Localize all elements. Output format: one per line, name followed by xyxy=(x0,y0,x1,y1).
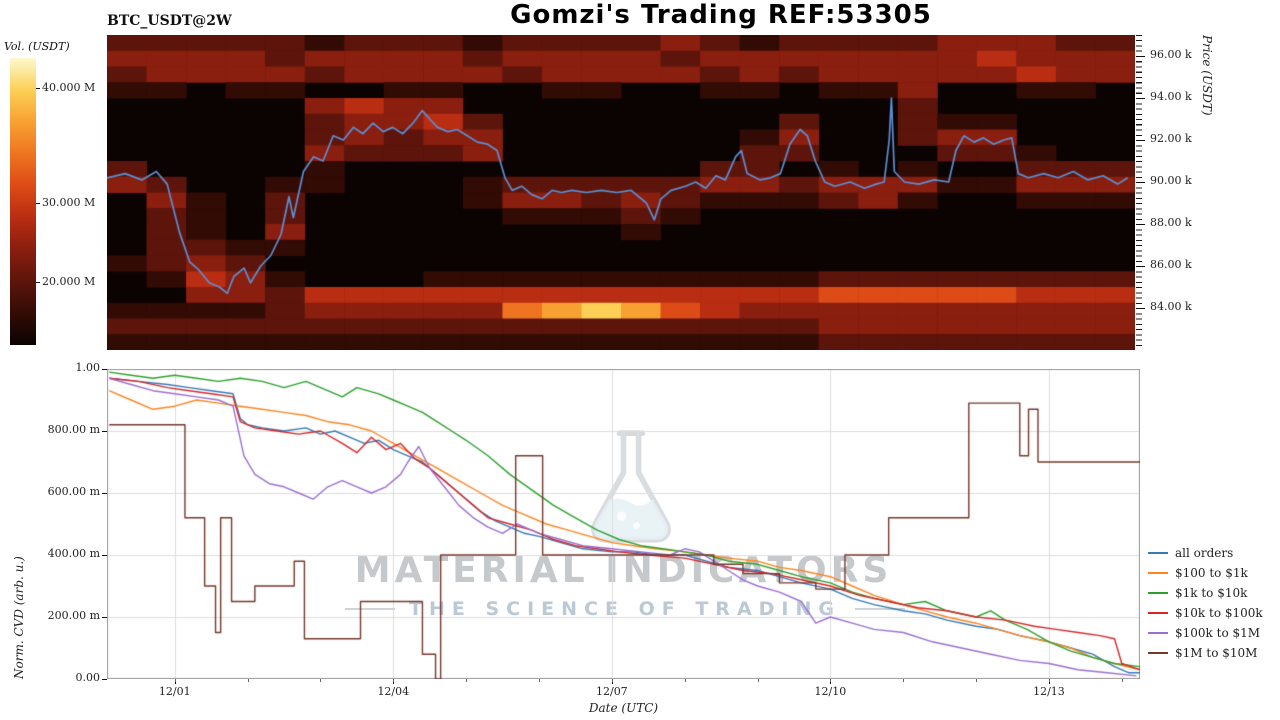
legend-item-4[interactable]: $100k to $1M xyxy=(1148,624,1263,641)
colorbar-axis-label: Vol. (USDT) xyxy=(4,40,70,53)
price-tick-mark xyxy=(1136,140,1145,141)
cvd-y-axis-label: Norm. CVD (arb. u.) xyxy=(12,556,26,679)
cvd-xtick-minor xyxy=(757,679,759,682)
price-tick-label: 84.00 k xyxy=(1150,300,1192,313)
legend-item-2[interactable]: $1k to $10k xyxy=(1148,584,1263,601)
symbol-label: BTC_USDT@2W xyxy=(107,13,232,29)
legend-item-3[interactable]: $10k to $100k xyxy=(1148,604,1263,621)
price-tick-label: 96.00 k xyxy=(1150,48,1192,61)
cvd-ytick-mark xyxy=(102,555,107,556)
legend-label: $1k to $10k xyxy=(1175,585,1248,600)
cvd-ytick-mark xyxy=(102,679,107,680)
legend-label: $100 to $1k xyxy=(1175,565,1248,580)
cvd-xtick-label: 12/10 xyxy=(814,685,847,698)
price-tick-label: 92.00 k xyxy=(1150,132,1192,145)
cvd-ytick-mark xyxy=(102,431,107,432)
legend-item-5[interactable]: $1M to $10M xyxy=(1148,644,1263,661)
cvd-chart-canvas[interactable] xyxy=(107,369,1140,679)
cvd-ytick-mark xyxy=(102,493,107,494)
legend-swatch xyxy=(1148,551,1168,554)
legend-swatch xyxy=(1148,591,1168,594)
cvd-ytick-label: 400.00 m xyxy=(47,547,100,560)
price-tick-mark xyxy=(1136,56,1145,57)
cvd-ytick-label: 200.00 m xyxy=(47,609,100,622)
cvd-xtick-minor xyxy=(393,679,395,682)
cvd-xtick-minor xyxy=(1048,679,1050,682)
heatmap-canvas[interactable] xyxy=(107,35,1135,350)
cvd-ytick-label: 800.00 m xyxy=(47,423,100,436)
cvd-xtick-minor xyxy=(466,679,468,682)
cvd-ytick-mark xyxy=(102,617,107,618)
price-tick-mark xyxy=(1136,308,1145,309)
colorbar xyxy=(10,58,36,345)
cvd-ytick-mark xyxy=(102,369,107,370)
price-tick-mark xyxy=(1136,182,1145,183)
cvd-xtick-label: 12/07 xyxy=(595,685,628,698)
colorbar-tick-mark xyxy=(36,281,40,283)
cvd-xtick-minor xyxy=(611,679,613,682)
price-tick-label: 86.00 k xyxy=(1150,258,1192,271)
price-axis-label: Price (USDT) xyxy=(1200,35,1214,116)
legend-label: $100k to $1M xyxy=(1175,625,1261,640)
cvd-xtick-minor xyxy=(538,679,540,682)
cvd-xtick-minor xyxy=(976,679,978,682)
cvd-xtick-minor xyxy=(1121,679,1123,682)
cvd-xtick-minor xyxy=(684,679,686,682)
price-axis-minor-ticks xyxy=(1136,35,1142,350)
cvd-xtick-label: 12/04 xyxy=(377,685,410,698)
legend-swatch xyxy=(1148,571,1168,574)
legend-label: $10k to $100k xyxy=(1175,605,1263,620)
cvd-xtick-label: 12/13 xyxy=(1033,685,1065,698)
cvd-xtick-minor xyxy=(320,679,322,682)
colorbar-tick-mark xyxy=(36,202,40,204)
cvd-xtick-minor xyxy=(903,679,905,682)
price-tick-label: 90.00 k xyxy=(1150,174,1192,187)
legend-item-0[interactable]: all orders xyxy=(1148,544,1263,561)
cvd-ytick-label: 0.00 xyxy=(75,671,101,684)
colorbar-tick-mark xyxy=(36,88,40,90)
page-title: Gomzi's Trading REF:53305 xyxy=(510,0,932,30)
legend-swatch xyxy=(1148,611,1168,614)
legend-swatch xyxy=(1148,631,1168,634)
price-tick-mark xyxy=(1136,266,1145,267)
legend-swatch xyxy=(1148,651,1168,654)
price-tick-mark xyxy=(1136,224,1145,225)
legend-label: all orders xyxy=(1175,545,1234,560)
colorbar-tick-label: 40.000 M xyxy=(42,81,96,95)
price-tick-mark xyxy=(1136,98,1145,99)
cvd-ytick-label: 600.00 m xyxy=(47,485,100,498)
cvd-ytick-label: 1.00 xyxy=(75,361,101,374)
legend-label: $1M to $10M xyxy=(1175,645,1258,660)
colorbar-tick-label: 30.000 M xyxy=(42,195,96,209)
date-axis-label: Date (UTC) xyxy=(588,701,659,715)
price-tick-label: 94.00 k xyxy=(1150,90,1192,103)
legend: all orders $100 to $1k $1k to $10k $10k to … xyxy=(1148,544,1263,661)
cvd-xtick-label: 12/01 xyxy=(158,685,191,698)
legend-item-1[interactable]: $100 to $1k xyxy=(1148,564,1263,581)
cvd-xtick-minor xyxy=(830,679,832,682)
cvd-xtick-minor xyxy=(174,679,176,682)
price-tick-label: 88.00 k xyxy=(1150,216,1192,229)
cvd-xtick-minor xyxy=(247,679,249,682)
colorbar-tick-label: 20.000 M xyxy=(42,274,96,288)
